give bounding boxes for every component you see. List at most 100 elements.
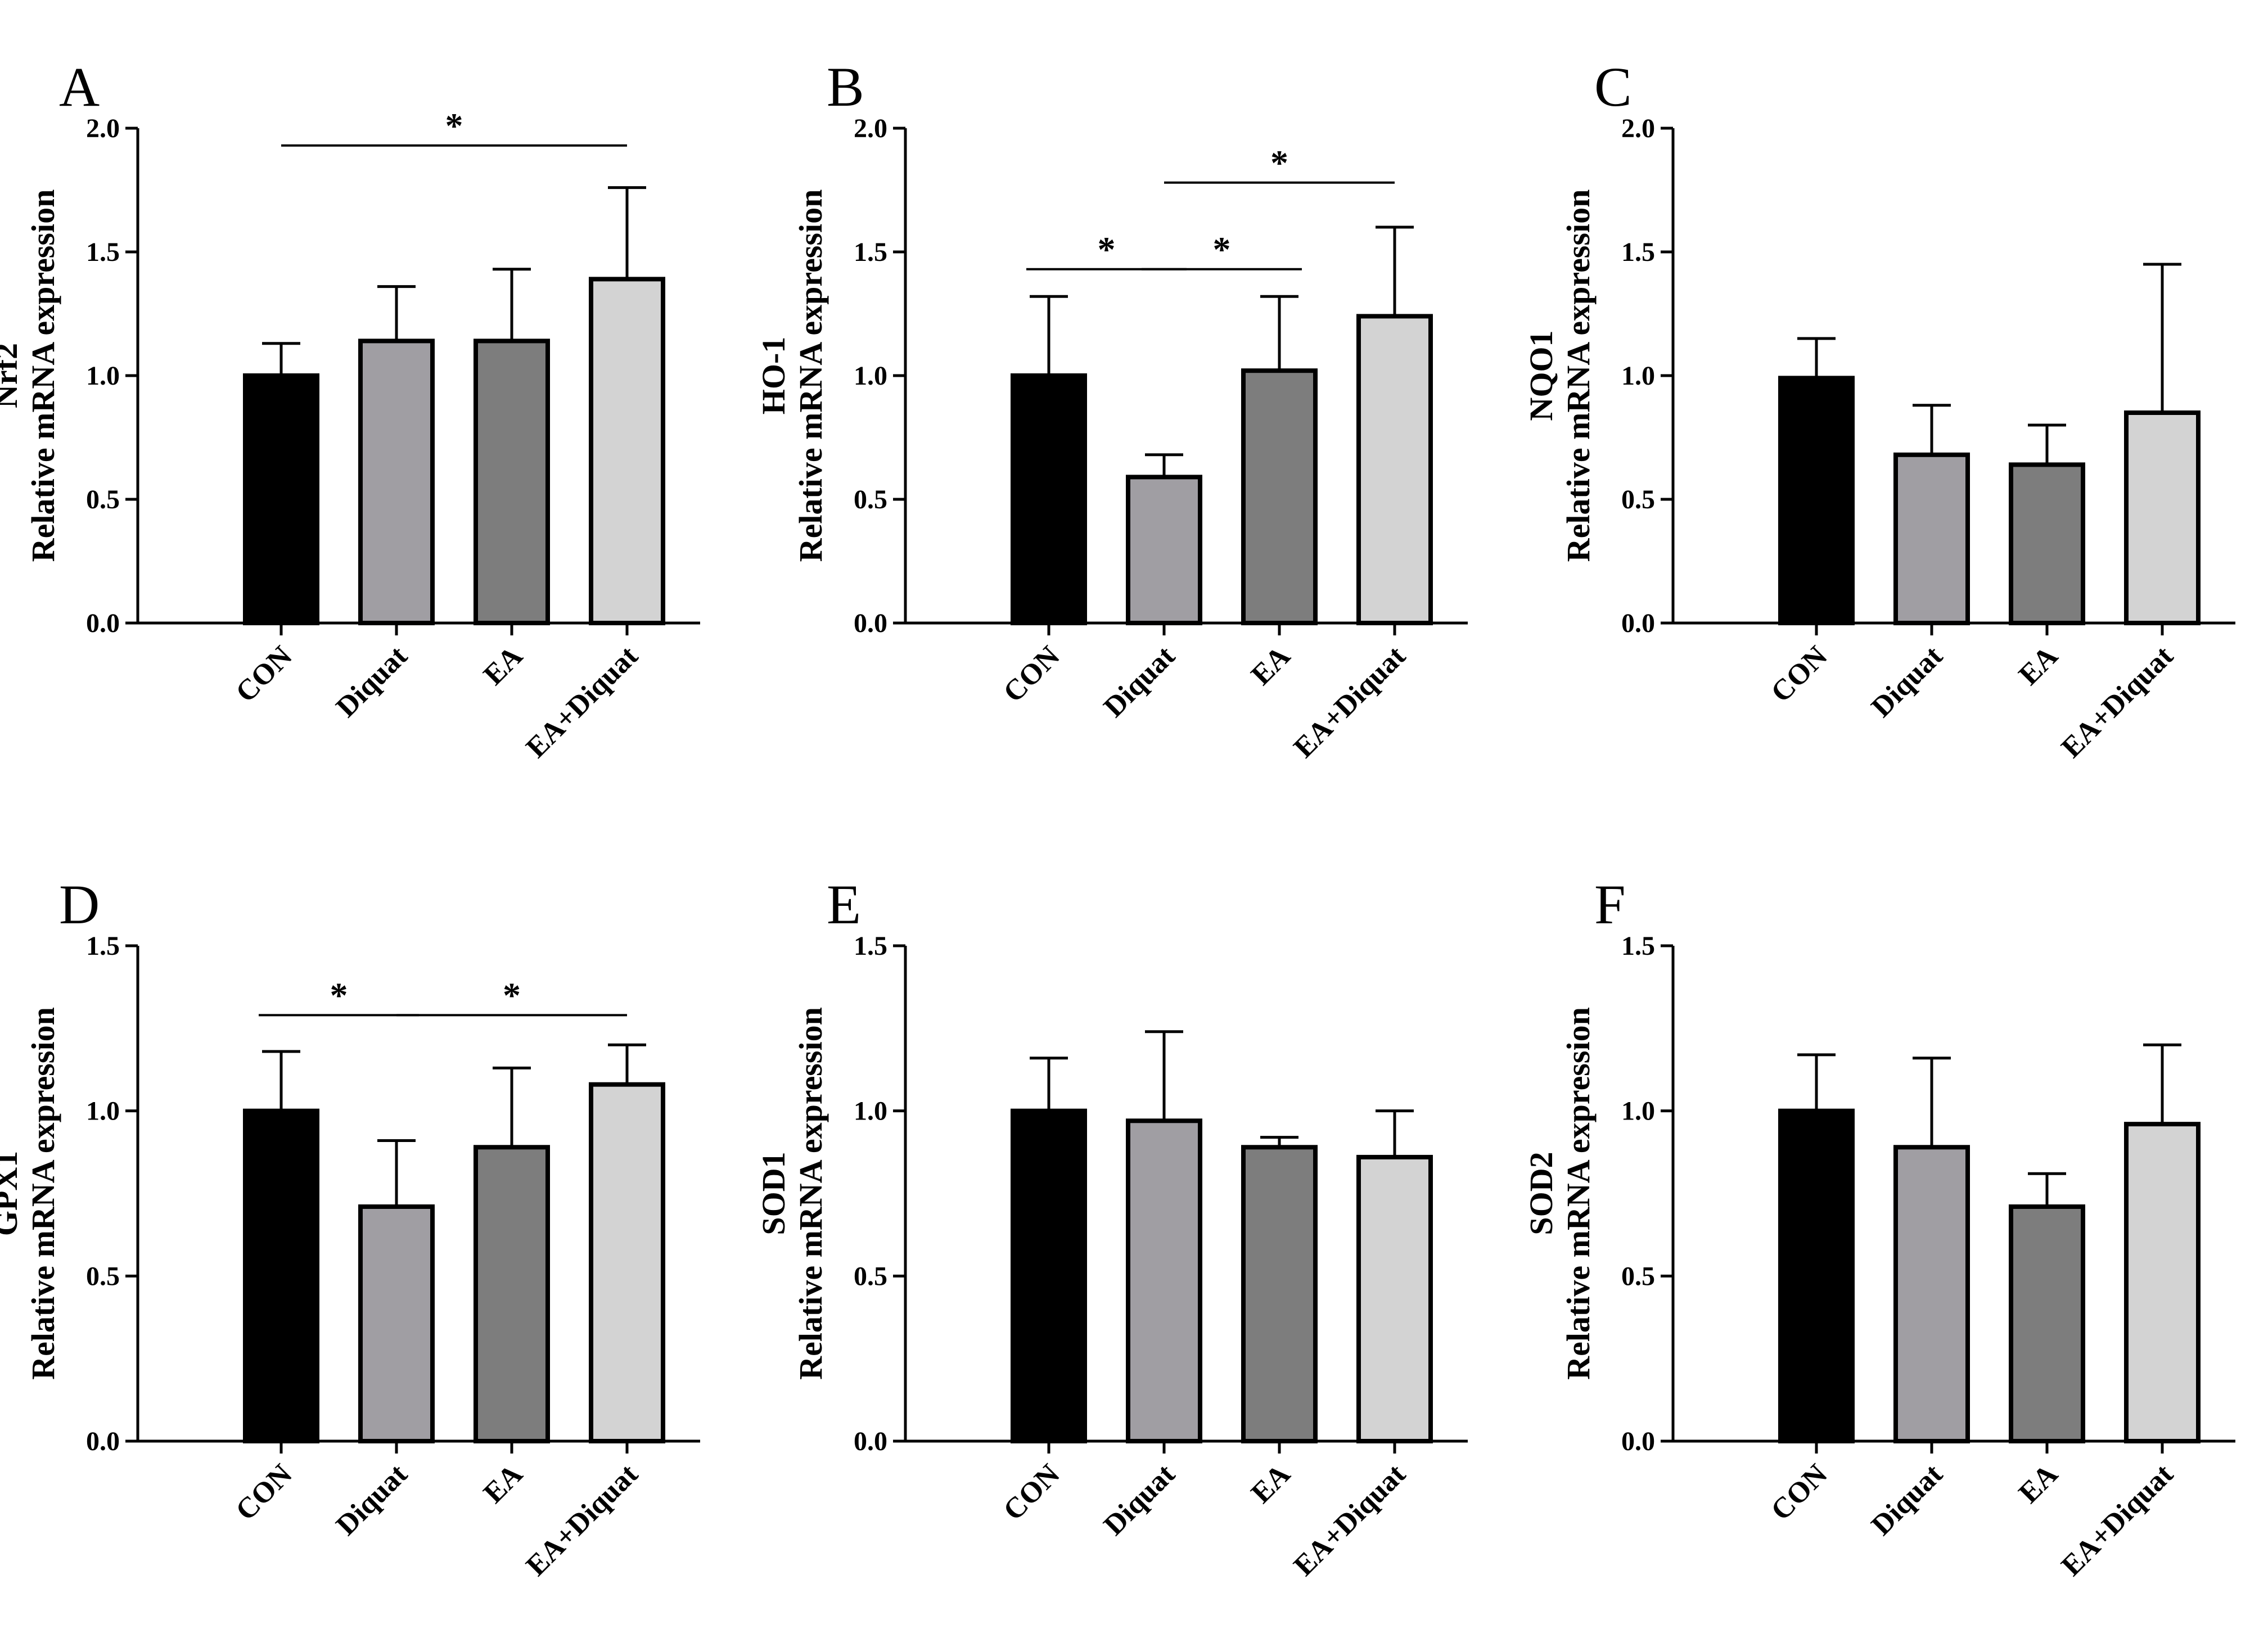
bar-con	[243, 1108, 319, 1443]
x-tick-label: EA+Diquat	[2055, 1458, 2180, 1582]
y-axis-title: HO-1Relative mRNA expression	[755, 189, 829, 562]
y-axis-label: Relative mRNA expression	[25, 1007, 61, 1380]
y-tick-label: 1.5	[86, 931, 120, 961]
y-axis-label: Relative mRNA expression	[1560, 1007, 1597, 1380]
x-tick-label: EA+Diquat	[2055, 640, 2180, 764]
bar-ea	[2009, 1204, 2085, 1444]
bar-diquat	[358, 1204, 435, 1444]
x-tick-label: CON	[997, 640, 1066, 708]
significance-star: *	[1270, 143, 1288, 183]
y-axis-title: SOD1Relative mRNA expression	[755, 1007, 829, 1380]
y-axis-label: Relative mRNA expression	[1560, 189, 1597, 562]
panel-letter: A	[59, 56, 100, 118]
y-tick-label: 0.0	[86, 1427, 120, 1456]
y-axis-label: Relative mRNA expression	[792, 1007, 829, 1380]
x-tick-label: EA	[477, 1458, 529, 1510]
y-tick-label: 2.0	[1621, 114, 1655, 143]
y-axis-label: Relative mRNA expression	[25, 189, 61, 562]
x-tick-label: EA	[2013, 640, 2064, 692]
panel-letter: D	[59, 873, 100, 936]
bar-ea	[1241, 368, 1318, 625]
bar-con	[1011, 1108, 1087, 1443]
y-tick-label: 0.5	[86, 485, 120, 514]
panel-letter: C	[1594, 56, 1632, 118]
y-axis-gene: Nrf2	[0, 343, 24, 408]
bar-diquat	[1893, 452, 1970, 625]
bar-ea	[474, 1145, 550, 1443]
x-tick-label: Diquat	[330, 1458, 414, 1542]
bar-con	[1011, 373, 1087, 625]
bar-con	[243, 373, 319, 625]
y-tick-label: 0.0	[1621, 1427, 1655, 1456]
bar-con	[1778, 1108, 1855, 1443]
x-tick-label: CON	[229, 1458, 298, 1527]
y-tick-label: 1.5	[854, 931, 887, 961]
panel-letter: F	[1594, 873, 1626, 936]
bar-ea	[474, 338, 550, 626]
x-tick-label: EA+Diquat	[520, 640, 644, 764]
y-tick-label: 0.5	[86, 1261, 120, 1291]
y-axis-gene: HO-1	[755, 337, 792, 415]
y-axis-gene: NQO1	[1523, 330, 1559, 421]
x-tick-label: Diquat	[1098, 640, 1182, 724]
bar-diquat	[1893, 1145, 1970, 1443]
x-tick-label: CON	[1765, 1458, 1833, 1527]
x-tick-label: Diquat	[1865, 1458, 1949, 1542]
significance-star: *	[1098, 229, 1116, 269]
y-tick-label: 1.5	[854, 237, 887, 267]
y-tick-label: 0.5	[1621, 1261, 1655, 1291]
y-tick-label: 0.0	[854, 1427, 887, 1456]
x-tick-label: EA+Diquat	[1288, 640, 1412, 764]
y-tick-label: 0.0	[86, 608, 120, 638]
x-tick-label: EA	[1245, 1458, 1297, 1510]
y-axis-label: Relative mRNA expression	[792, 189, 829, 562]
y-tick-label: 2.0	[86, 114, 120, 143]
bar-ea-diquat	[589, 277, 665, 625]
significance-star: *	[445, 106, 463, 146]
y-axis-title: Nrf2Relative mRNA expression	[0, 189, 61, 562]
bar-ea-diquat	[1356, 314, 1433, 625]
x-tick-label: CON	[997, 1458, 1066, 1527]
chart-panel-a: A Nrf2Relative mRNA expression 0.0 0.5 1.0 1.…	[0, 56, 700, 764]
bar-ea-diquat	[589, 1082, 665, 1444]
y-axis-gene: GPX1	[0, 1151, 24, 1236]
significance-star: *	[1213, 229, 1231, 269]
y-tick-label: 1.5	[1621, 931, 1655, 961]
x-tick-label: EA	[1245, 640, 1297, 692]
bar-ea	[1241, 1145, 1318, 1443]
y-tick-label: 0.0	[1621, 608, 1655, 638]
y-tick-label: 1.0	[1621, 1096, 1655, 1126]
bar-diquat	[1126, 475, 1202, 626]
bar-diquat	[1126, 1118, 1202, 1443]
y-tick-label: 1.5	[86, 237, 120, 267]
y-tick-label: 1.0	[854, 361, 887, 391]
x-tick-label: EA+Diquat	[520, 1458, 644, 1582]
x-tick-label: Diquat	[1098, 1458, 1182, 1542]
y-axis-gene: SOD2	[1523, 1152, 1559, 1235]
y-tick-label: 0.5	[854, 1261, 887, 1291]
bar-ea	[2009, 462, 2085, 626]
x-tick-label: Diquat	[1865, 640, 1949, 724]
bar-ea-diquat	[1356, 1154, 1433, 1443]
x-tick-label: Diquat	[330, 640, 414, 724]
y-tick-label: 1.0	[1621, 361, 1655, 391]
chart-panel-f: F SOD2Relative mRNA expression 0.0 0.5 1.0 1.…	[1523, 873, 2235, 1582]
x-tick-label: CON	[229, 640, 298, 708]
y-tick-label: 1.5	[1621, 237, 1655, 267]
significance-star: *	[503, 975, 521, 1015]
y-tick-label: 0.5	[1621, 485, 1655, 514]
chart-panel-e: E SOD1Relative mRNA expression 0.0 0.5 1.0 1.…	[755, 873, 1468, 1582]
x-tick-label: EA	[2013, 1458, 2064, 1510]
y-tick-label: 1.0	[854, 1096, 887, 1126]
bar-ea-diquat	[2124, 410, 2201, 625]
y-axis-title: NQO1Relative mRNA expression	[1523, 189, 1597, 562]
y-tick-label: 0.5	[854, 485, 887, 514]
y-tick-label: 0.0	[854, 608, 887, 638]
panel-letter: B	[827, 56, 864, 118]
bar-diquat	[358, 338, 435, 626]
significance-star: *	[330, 975, 348, 1015]
y-tick-label: 2.0	[854, 114, 887, 143]
y-axis-gene: SOD1	[755, 1152, 792, 1235]
x-tick-label: EA+Diquat	[1288, 1458, 1412, 1582]
